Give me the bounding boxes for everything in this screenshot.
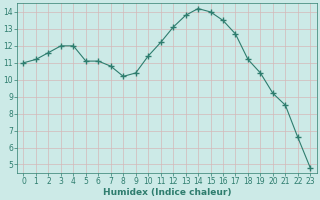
X-axis label: Humidex (Indice chaleur): Humidex (Indice chaleur) [103,188,231,197]
